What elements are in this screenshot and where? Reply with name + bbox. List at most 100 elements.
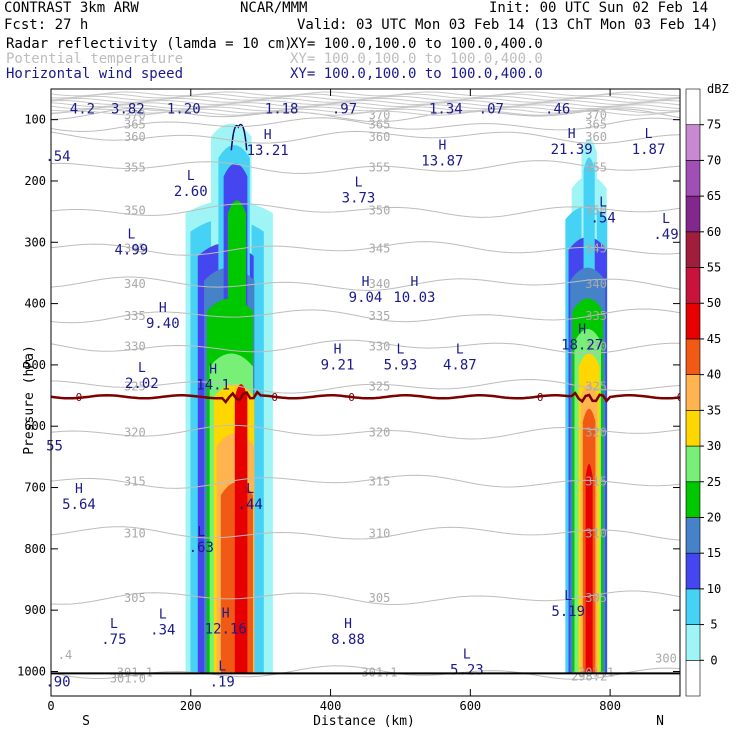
- theta-contour-label: 335: [124, 309, 146, 323]
- theta-contour-upper: [51, 92, 680, 96]
- wind-extremum-type: L: [463, 647, 471, 662]
- wind-extremum-value: 10.03: [393, 290, 435, 306]
- colorbar-tick-label: 25: [707, 475, 721, 489]
- wind-extremum-value: 2.02: [125, 376, 159, 392]
- wind-extremum-type: H: [344, 617, 352, 632]
- wind-extremum-type: L: [599, 196, 607, 211]
- wind-extremum-value: 21.39: [551, 142, 593, 158]
- x-tick-label: 600: [459, 699, 481, 713]
- wind-extremum-type: L: [645, 127, 653, 142]
- wind-extremum-type: H: [209, 362, 217, 377]
- y-tick-label: 300: [24, 235, 46, 249]
- wind-extremum-value: 1.18: [265, 101, 299, 117]
- wind-extremum-value: 14.1: [196, 377, 230, 393]
- x-tick-label: 200: [180, 699, 202, 713]
- colorbar-segment: [686, 232, 700, 268]
- wind-extremum-value: 18.27: [561, 337, 603, 353]
- theta-extra-label: .4: [58, 648, 72, 662]
- colorbar-segment: [686, 660, 700, 696]
- wind-extremum-type: L: [355, 175, 363, 190]
- wind-extremum-value: .54: [45, 149, 70, 165]
- wind-extremum-value: .97: [332, 101, 357, 117]
- x-tick-label: 0: [47, 699, 54, 713]
- colorbar-unit: dBZ: [707, 82, 729, 96]
- colorbar-segment: [686, 375, 700, 411]
- theta-contour-label: 340: [369, 277, 391, 291]
- wind-extremum-type: H: [264, 128, 272, 143]
- theta-contour-label: 340: [124, 277, 146, 291]
- colorbar-tick-label: 75: [707, 118, 721, 132]
- colorbar: dBZ 0 5 10 15 20 25 30 35 40 45 50 55 60 65 70 75: [686, 82, 729, 696]
- wind-extremum-value: .46: [545, 101, 570, 117]
- wind-extremum-type: L: [397, 343, 405, 358]
- wind-extremum-value: .19: [210, 675, 235, 691]
- colorbar-segment: [686, 160, 700, 196]
- wind-extremum-value: 4.2: [70, 101, 95, 117]
- colorbar-segment: [686, 196, 700, 232]
- wind-extremum-type: L: [159, 608, 167, 623]
- y-tick-label: 1000: [17, 664, 46, 678]
- wind-extremum-type: L: [138, 361, 146, 376]
- wind-extremum-value: 2.60: [174, 184, 208, 200]
- theta-contour-label: 360: [369, 130, 391, 144]
- wind-extremum-type: L: [564, 589, 572, 604]
- theta-contour-label: 335: [585, 309, 607, 323]
- wind-extremum-value: 12.16: [205, 621, 247, 637]
- colorbar-segment: [686, 89, 700, 125]
- x-end-label-south: S: [82, 714, 90, 729]
- cross-section-chart: 301.1 301.1 301.1305 305 305310 310 310315 315 3…: [0, 0, 740, 740]
- colorbar-tick-label: 10: [707, 582, 721, 596]
- theta-contour-label: 305: [369, 591, 391, 605]
- wind-extremum-type: H: [362, 275, 370, 290]
- wind-extremum-type: L: [456, 343, 464, 358]
- freezing-level-label: 0: [348, 391, 355, 404]
- theta-extra-label: 300: [655, 651, 677, 665]
- wind-extremum-type: H: [411, 275, 419, 290]
- wind-extremum-value: 5.23: [450, 662, 484, 678]
- y-tick-label: 400: [24, 297, 46, 311]
- colorbar-segment: [686, 446, 700, 482]
- wind-extremum-value: 5.93: [384, 358, 418, 374]
- theta-contour-label: 305: [585, 591, 607, 605]
- theta-contour-label: 320: [124, 425, 146, 439]
- x-tick-label: 400: [320, 699, 342, 713]
- y-tick-label: 700: [24, 481, 46, 495]
- wind-extremum-value: 1.87: [632, 142, 666, 158]
- wind-extremum-type: H: [578, 322, 586, 337]
- y-axis-label: Pressure (hPa): [22, 345, 37, 455]
- theta-contour-label: 320: [369, 425, 391, 439]
- wind-extremum-type: H: [568, 127, 576, 142]
- wind-extremum-value: 5.64: [62, 497, 96, 513]
- theta-contour-label: 325: [585, 379, 607, 393]
- theta-contour-label: 340: [585, 277, 607, 291]
- colorbar-tick-label: 5: [710, 618, 717, 632]
- wind-extremum-value: 1.20: [167, 101, 201, 117]
- colorbar-tick-label: 40: [707, 368, 721, 382]
- colorbar-segment: [686, 553, 700, 589]
- wind-extremum-type: L: [246, 482, 254, 497]
- colorbar-segment: [686, 517, 700, 553]
- theta-contour-label: 345: [585, 241, 607, 255]
- wind-extremum-value: 8.88: [331, 632, 365, 648]
- theta-contour-label: 355: [585, 160, 607, 174]
- wind-extremum-value: 3.82: [111, 101, 145, 117]
- reflectivity-band: [586, 464, 593, 673]
- theta-contour-label: 345: [369, 241, 391, 255]
- wind-extremum-value: .54: [590, 211, 615, 227]
- colorbar-tick-label: 50: [707, 296, 721, 310]
- x-end-label-north: N: [656, 714, 664, 729]
- colorbar-tick-label: 20: [707, 510, 721, 524]
- wind-extremum-value: .07: [479, 101, 504, 117]
- wind-extremum-value: 13.21: [247, 143, 289, 159]
- y-tick-label: 900: [24, 603, 46, 617]
- theta-contour-label: 335: [369, 309, 391, 323]
- freezing-level-label: 0: [271, 391, 278, 404]
- wind-extremum-type: L: [187, 169, 195, 184]
- wind-extremum-type: H: [159, 301, 167, 316]
- wind-extremum-type: H: [438, 139, 446, 154]
- colorbar-tick-label: 0: [710, 653, 717, 667]
- theta-contour-label: 310: [369, 527, 391, 541]
- wind-extremum-value: 55: [46, 439, 63, 455]
- y-tick-label: 100: [24, 113, 46, 127]
- wind-extremum-value: 1.34: [429, 101, 463, 117]
